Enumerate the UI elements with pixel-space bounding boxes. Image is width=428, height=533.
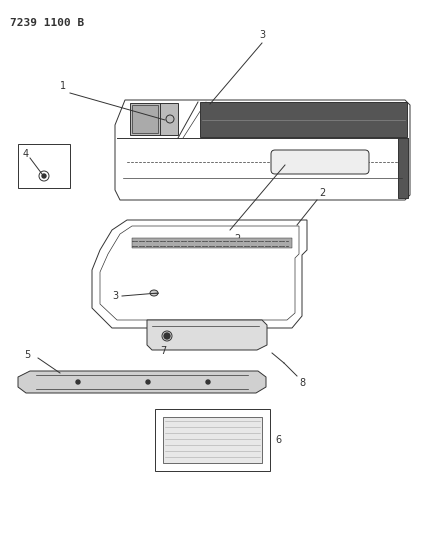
Text: 7239 1100 B: 7239 1100 B xyxy=(10,18,84,28)
Circle shape xyxy=(42,174,46,178)
Text: 2: 2 xyxy=(319,188,325,198)
Text: 3: 3 xyxy=(259,30,265,40)
Bar xyxy=(398,138,408,198)
Text: 6: 6 xyxy=(275,435,281,445)
Circle shape xyxy=(76,380,80,384)
Polygon shape xyxy=(18,371,266,393)
Bar xyxy=(163,417,262,463)
Circle shape xyxy=(146,380,150,384)
Bar xyxy=(132,105,158,133)
Circle shape xyxy=(206,380,210,384)
Polygon shape xyxy=(115,100,410,200)
Bar xyxy=(130,103,178,135)
Bar xyxy=(132,238,292,248)
Ellipse shape xyxy=(150,290,158,296)
Polygon shape xyxy=(147,320,267,350)
Polygon shape xyxy=(92,220,307,328)
Text: 7: 7 xyxy=(160,346,166,356)
Bar xyxy=(200,102,407,137)
Bar xyxy=(18,144,70,188)
Text: 2: 2 xyxy=(234,234,240,244)
Bar xyxy=(155,409,270,471)
Text: 1: 1 xyxy=(60,81,66,91)
FancyBboxPatch shape xyxy=(271,150,369,174)
Text: 5: 5 xyxy=(24,350,30,360)
Text: 4: 4 xyxy=(23,149,29,159)
Text: 3: 3 xyxy=(112,291,118,301)
Text: 8: 8 xyxy=(299,378,305,388)
Circle shape xyxy=(164,333,170,339)
